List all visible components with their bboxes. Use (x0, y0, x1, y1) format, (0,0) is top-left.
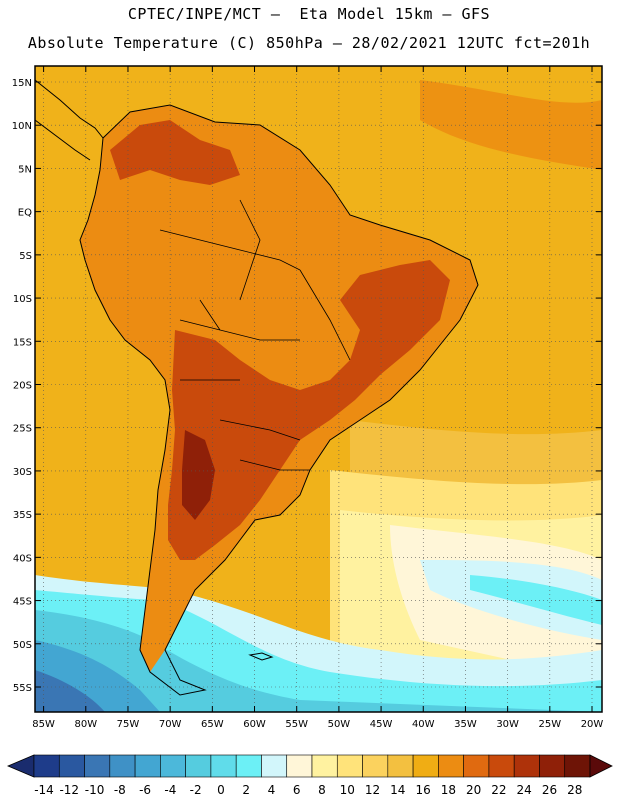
colorbar-label: -12 (59, 783, 79, 797)
x-tick-label: 85W (32, 719, 55, 730)
colorbar-label: 18 (441, 783, 456, 797)
y-tick-label: 5S (19, 251, 32, 262)
y-tick-label: 35S (13, 510, 32, 521)
x-tick-label: 25W (539, 719, 562, 730)
y-tick-label: 45S (13, 597, 32, 608)
y-tick-label: 50S (13, 640, 32, 651)
colorbar-swatch (312, 755, 337, 777)
colorbar-label: -2 (190, 783, 202, 797)
x-tick-label: 40W (412, 719, 435, 730)
colorbar-swatch (539, 755, 564, 777)
colorbar-swatch (413, 755, 438, 777)
colorbar-label: -10 (85, 783, 105, 797)
colorbar-swatch (135, 755, 160, 777)
x-tick-label: 35W (454, 719, 477, 730)
x-tick-label: 45W (370, 719, 393, 730)
colorbar-swatch (261, 755, 286, 777)
y-tick-label: 15N (12, 78, 32, 89)
y-tick-label: 5N (18, 164, 32, 175)
colorbar-label: 14 (390, 783, 405, 797)
x-tick-label: 80W (74, 719, 97, 730)
colorbar-label: 8 (318, 783, 326, 797)
x-tick-label: 55W (285, 719, 308, 730)
colorbar-swatch (363, 755, 388, 777)
y-tick-label: 10N (12, 121, 32, 132)
colorbar-label: 4 (268, 783, 276, 797)
colorbar-label: 28 (567, 783, 582, 797)
colorbar-label: -4 (164, 783, 176, 797)
colorbar-swatch (388, 755, 413, 777)
y-tick-label: 20S (13, 381, 32, 392)
y-tick-label: EQ (18, 208, 32, 219)
y-tick-label: 40S (13, 553, 32, 564)
colorbar-swatch (489, 755, 514, 777)
colorbar-swatch (211, 755, 236, 777)
colorbar-left-arrow (8, 755, 34, 777)
colorbar-swatch (565, 755, 590, 777)
temperature-field (35, 66, 602, 712)
colorbar-swatch (34, 755, 59, 777)
colorbar: -14 -12 -10 -8 -6 -4 -2 0 2 4 6 8 10 12 14 16 18 20 22 24 26… (8, 755, 612, 797)
x-tick-label: 70W (159, 719, 182, 730)
colorbar-label: 6 (293, 783, 301, 797)
colorbar-label: 10 (340, 783, 355, 797)
colorbar-swatch (59, 755, 84, 777)
y-tick-label: 15S (13, 337, 32, 348)
y-tick-label: 25S (13, 424, 32, 435)
colorbar-swatch (438, 755, 463, 777)
colorbar-swatch (287, 755, 312, 777)
colorbar-swatch (464, 755, 489, 777)
colorbar-swatch (186, 755, 211, 777)
colorbar-swatch (236, 755, 261, 777)
colorbar-swatch (337, 755, 362, 777)
colorbar-label: -8 (114, 783, 126, 797)
colorbar-label: 22 (491, 783, 506, 797)
x-tick-label: 30W (496, 719, 519, 730)
x-tick-label: 20W (581, 719, 604, 730)
y-tick-label: 30S (13, 467, 32, 478)
y-tick-label: 10S (13, 294, 32, 305)
colorbar-label: 12 (365, 783, 380, 797)
colorbar-label: 16 (415, 783, 430, 797)
colorbar-label: 2 (242, 783, 250, 797)
x-tick-label: 75W (117, 719, 140, 730)
colorbar-label: 24 (517, 783, 532, 797)
colorbar-swatch (110, 755, 135, 777)
x-tick-label: 60W (243, 719, 266, 730)
colorbar-swatch (160, 755, 185, 777)
colorbar-right-arrow (590, 755, 612, 777)
colorbar-label: -14 (34, 783, 54, 797)
colorbar-label: 20 (466, 783, 481, 797)
colorbar-label: 26 (542, 783, 557, 797)
x-tick-label: 65W (201, 719, 224, 730)
colorbar-label: -6 (139, 783, 151, 797)
colorbar-label: 0 (217, 783, 225, 797)
y-tick-label: 55S (13, 683, 32, 694)
x-tick-label: 50W (328, 719, 351, 730)
colorbar-swatch (514, 755, 539, 777)
colorbar-swatch (85, 755, 110, 777)
